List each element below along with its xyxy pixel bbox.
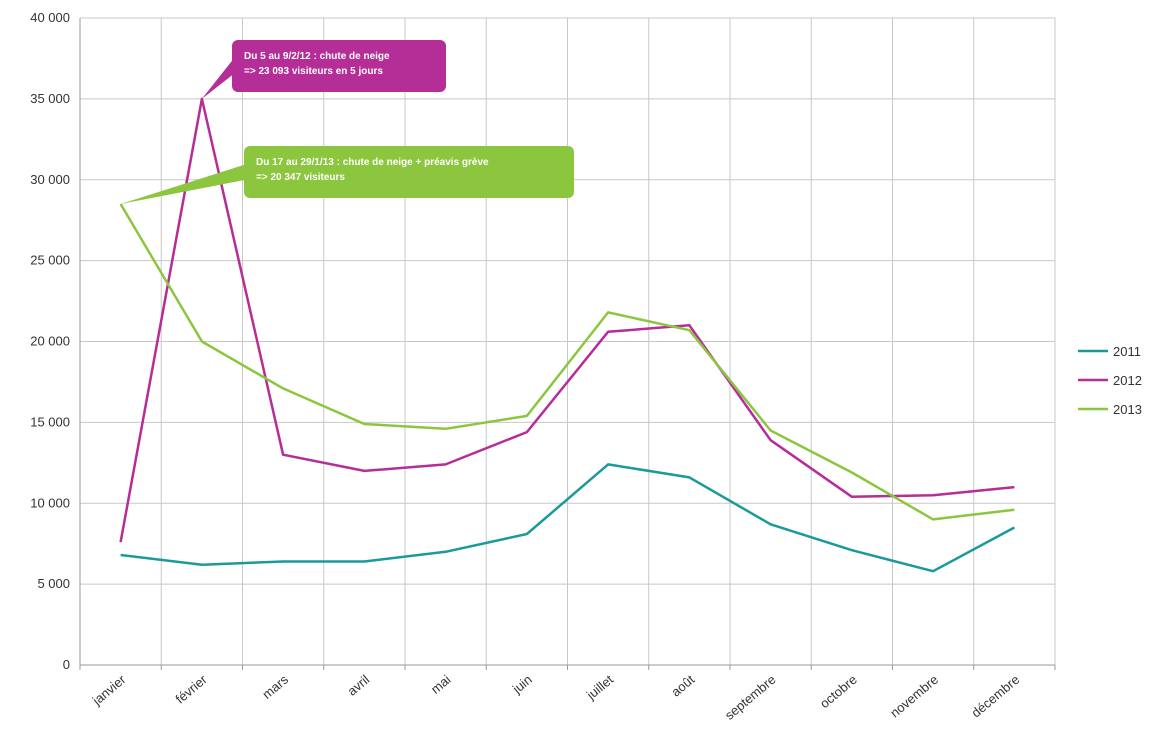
chart-grid <box>79 17 1056 666</box>
y-axis-ticks: 0 5 000 10 000 15 000 20 000 25 000 30 000 35 0… <box>30 10 70 672</box>
chart-series <box>119 97 1015 573</box>
y-tick-label: 10 000 <box>30 495 70 510</box>
x-tick-label: septembre <box>722 672 779 723</box>
callout-pointer <box>201 58 234 99</box>
callout-box <box>244 146 574 198</box>
x-tick-label: mars <box>259 671 291 701</box>
x-tick-label: novembre <box>887 672 941 721</box>
series-line-2011 <box>120 463 1015 573</box>
legend-label-2012: 2012 <box>1113 373 1142 388</box>
chart-legend: 2011 2012 2013 <box>1078 344 1142 417</box>
series-line-2013 <box>119 203 1015 521</box>
x-tick-label: février <box>172 671 210 706</box>
x-tick-label: décembre <box>968 672 1022 721</box>
x-tick-label: juillet <box>583 672 616 703</box>
x-axis-ticks: janvier février mars avril mai juin juillet aoû… <box>89 671 1022 722</box>
y-tick-label: 30 000 <box>30 172 70 187</box>
x-tick-label: avril <box>344 672 372 699</box>
callout-pointer <box>120 164 246 205</box>
y-tick-label: 25 000 <box>30 253 70 268</box>
y-tick-label: 35 000 <box>30 91 70 106</box>
y-tick-label: 0 <box>63 657 70 672</box>
x-tick-label: juin <box>509 672 535 697</box>
y-tick-label: 5 000 <box>37 576 70 591</box>
legend-label-2013: 2013 <box>1113 402 1142 417</box>
callout-text: Du 5 au 9/2/12 : chute de neige <box>244 51 390 62</box>
callout-text: => 20 347 visiteurs <box>256 172 345 183</box>
callout-text: Du 17 au 29/1/13 : chute de neige + préa… <box>256 157 489 168</box>
x-tick-label: octobre <box>817 672 860 711</box>
y-tick-label: 15 000 <box>30 414 70 429</box>
chart-axes <box>79 18 1056 670</box>
y-tick-label: 40 000 <box>30 10 70 25</box>
x-tick-label: mai <box>428 672 454 697</box>
callout-text: => 23 093 visiteurs en 5 jours <box>244 66 383 77</box>
y-tick-label: 20 000 <box>30 334 70 349</box>
chart-annotations: Du 5 au 9/2/12 : chute de neige => 23 093… <box>120 40 574 205</box>
callout-box <box>232 40 446 92</box>
legend-label-2011: 2011 <box>1113 344 1141 359</box>
x-tick-label: août <box>668 672 697 700</box>
series-line-2012 <box>119 97 1015 543</box>
x-tick-label: janvier <box>89 671 129 708</box>
